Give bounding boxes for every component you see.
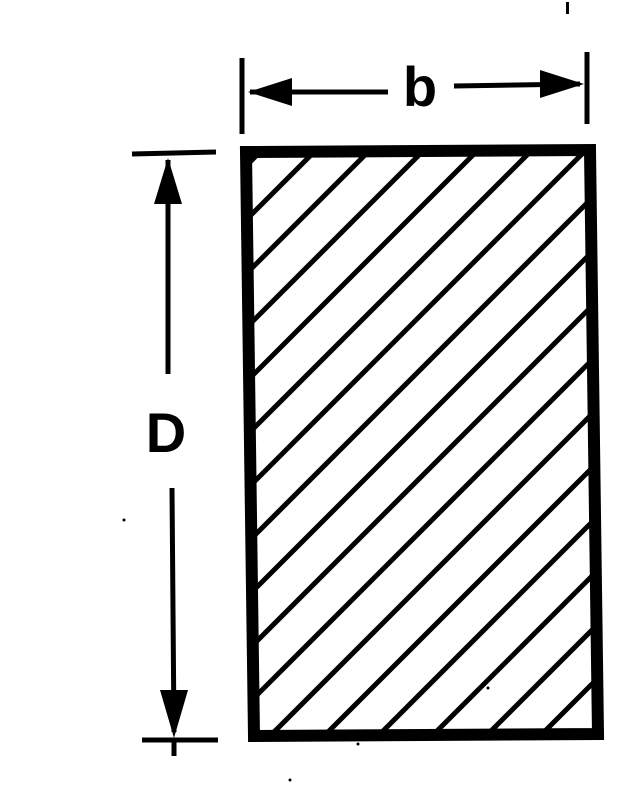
scan-speck bbox=[122, 518, 126, 522]
depth-arrowhead-top bbox=[154, 158, 182, 204]
hatch-line bbox=[246, 150, 252, 736]
hatch-line bbox=[366, 150, 598, 736]
depth-arrowhead-bottom bbox=[160, 690, 188, 738]
width-arrowhead-right bbox=[540, 70, 584, 98]
section-outline bbox=[239, 143, 605, 743]
depth-dimension bbox=[131, 149, 218, 756]
hatch-line bbox=[246, 150, 598, 736]
hatch-line bbox=[246, 150, 598, 736]
hatch-line bbox=[420, 150, 598, 736]
depth-label-d: D bbox=[146, 401, 186, 464]
scan-specks bbox=[122, 2, 569, 782]
hatch-line bbox=[258, 150, 598, 736]
scan-speck bbox=[486, 686, 490, 690]
depth-extension-line-top bbox=[131, 149, 217, 157]
hatch-line bbox=[246, 150, 414, 736]
width-dimension bbox=[239, 52, 590, 134]
width-arrowhead-left bbox=[248, 78, 292, 106]
width-label-b: b bbox=[403, 55, 437, 118]
hatch-line bbox=[312, 150, 598, 736]
scan-speck bbox=[566, 2, 569, 14]
hatch-line bbox=[246, 150, 598, 736]
hatch-line bbox=[528, 150, 598, 736]
hatch-line bbox=[246, 150, 598, 736]
hatch-line bbox=[246, 150, 360, 736]
hatch-line bbox=[246, 150, 598, 736]
scan-speck bbox=[356, 742, 360, 746]
scan-speck bbox=[288, 778, 292, 782]
hatch-line bbox=[246, 150, 468, 736]
